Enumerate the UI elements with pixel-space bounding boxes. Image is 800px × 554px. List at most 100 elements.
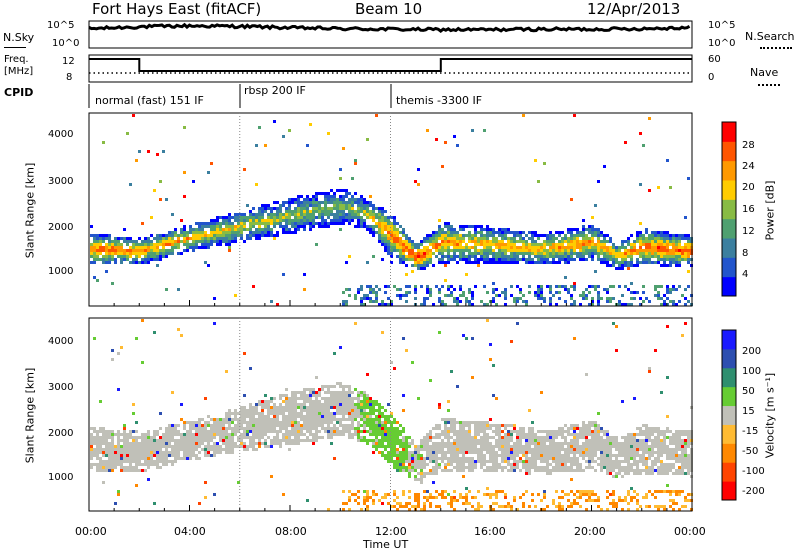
power-cell [591,300,594,303]
power-cell [135,240,138,243]
velocity-cell [324,427,327,430]
power-cell [603,261,606,264]
nave-tick-lo: 0 [708,72,715,83]
velocity-cell [432,469,435,472]
velocity-cell [426,496,429,499]
velocity-cell [450,454,453,457]
velocity-cell [342,388,345,391]
velocity-cell [471,466,474,469]
velocity-cell [195,433,198,436]
velocity-cell [369,397,372,400]
velocity-cell [453,508,456,511]
velocity-cell [348,385,351,388]
velocity-cell [609,442,612,445]
power-cell [315,204,318,207]
power-cell [552,261,555,264]
velocity-cell [465,460,468,463]
velocity-cell [528,469,531,472]
power-cell [633,297,636,300]
velocity-cell [495,496,498,499]
power-cell [153,255,156,258]
power-cell [360,225,363,228]
velocity-cell [330,418,333,421]
velocity-cell [453,448,456,451]
power-cell [654,240,657,243]
velocity-cell [147,433,150,436]
velocity-cell [294,403,297,406]
velocity-cell [330,412,333,415]
velocity-cell [459,451,462,454]
velocity-cell [213,451,216,454]
velocity-cell [555,451,558,454]
velocity-cell [285,397,288,400]
power-cell [549,249,552,252]
velocity-cell [114,460,117,463]
velocity-cell [357,406,360,409]
velocity-cell [357,421,360,424]
velocity-cell [534,460,537,463]
velocity-cell [327,412,330,415]
power-cell [204,225,207,228]
power-cell [384,243,387,246]
power-cell [201,231,204,234]
power-cell [627,288,630,291]
velocity-cell [174,454,177,457]
power-cell [273,201,276,204]
velocity-cell [528,433,531,436]
velocity-cell [456,433,459,436]
velocity-cell [510,436,513,439]
velocity-cell [123,457,126,460]
velocity-cell [294,430,297,433]
velocity-cell [273,412,276,415]
velocity-cell [471,421,474,424]
velocity-cell [453,454,456,457]
power-cell [423,252,426,255]
velocity-cell [465,442,468,445]
velocity-cell [570,433,573,436]
velocity-cell [609,439,612,442]
power-cell [249,228,252,231]
power-cell [513,300,516,303]
power-cell [393,249,396,252]
power-cell [618,255,621,258]
velocity-cell [540,457,543,460]
power-cell [156,243,159,246]
power-cell [267,207,270,210]
velocity-cell [204,481,207,484]
power-cell [201,237,204,240]
power-cell [612,246,615,249]
power-cell [612,285,615,288]
velocity-cell [486,469,489,472]
power-cell [663,249,666,252]
power-cell [570,240,573,243]
velocity-cell [369,433,372,436]
velocity-cell [108,436,111,439]
velocity-cell [459,445,462,448]
velocity-cell [174,427,177,430]
noise-series-line [88,22,691,33]
power-cell [627,303,630,306]
power-cell [591,237,594,240]
power-cell [183,249,186,252]
power-cell [636,264,639,267]
power-cell [426,261,429,264]
velocity-cell [531,493,534,496]
velocity-cell [357,400,360,403]
velocity-cell [366,421,369,424]
velocity-cell [606,466,609,469]
power-cell [576,231,579,234]
power-cell [240,237,243,240]
velocity-cell [441,493,444,496]
velocity-cell [624,448,627,451]
velocity-cell [372,403,375,406]
power-cell [420,240,423,243]
power-cell [666,303,669,306]
velocity-cell [486,451,489,454]
power-cell [684,303,687,306]
power-ytick-3000: 3000 [48,176,74,187]
velocity-cell [504,454,507,457]
velocity-cell [186,430,189,433]
power-cell [264,210,267,213]
power-cell [591,285,594,288]
power-cell [621,258,624,261]
